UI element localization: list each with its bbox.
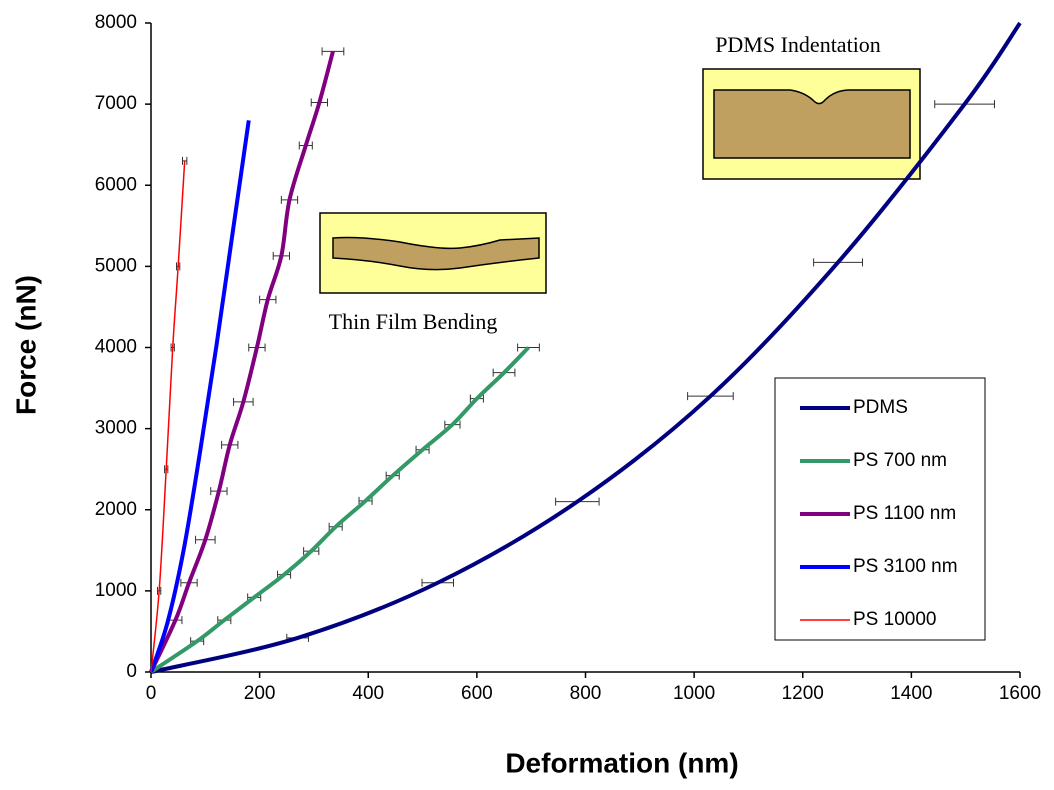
legend-box [774,377,986,641]
series-line [150,160,186,673]
y-axis-label: Force (nN) [10,275,41,415]
x-tick-label: 1400 [890,683,932,704]
annotation: Thin Film Bending [329,309,498,334]
legend-label: PS 700 nm [853,450,947,471]
inset-thin-film [319,212,547,294]
x-tick-label: 800 [570,683,602,704]
x-tick-label: 0 [146,683,157,704]
x-axis-label: Deformation (nm) [505,747,738,778]
series-line [149,346,530,674]
legend-label: PS 10000 [853,609,936,630]
y-tick-label: 5000 [95,255,137,276]
y-tick-label: 1000 [95,580,137,601]
y-tick-label: 7000 [95,93,137,114]
y-tick-label: 4000 [95,337,137,358]
x-tick-label: 200 [244,683,276,704]
legend-label: PS 1100 nm [853,503,956,524]
y-tick-label: 3000 [95,418,137,439]
series-line [150,21,1022,674]
y-tick-label: 8000 [95,12,137,33]
inset-pdms-indentation [702,68,921,180]
y-tick-label: 0 [126,661,137,682]
x-tick-label: 1200 [782,683,824,704]
y-tick-label: 6000 [95,174,137,195]
series-line [149,120,251,673]
annotation: PDMS Indentation [715,32,881,57]
x-tick-label: 400 [352,683,384,704]
legend-label: PDMS [853,397,908,418]
x-tick-label: 600 [461,683,493,704]
x-tick-label: 1600 [999,683,1041,704]
legend-label: PS 3100 nm [853,556,958,577]
x-tick-label: 1000 [673,683,715,704]
series-line [149,50,335,673]
y-tick-label: 2000 [95,499,137,520]
